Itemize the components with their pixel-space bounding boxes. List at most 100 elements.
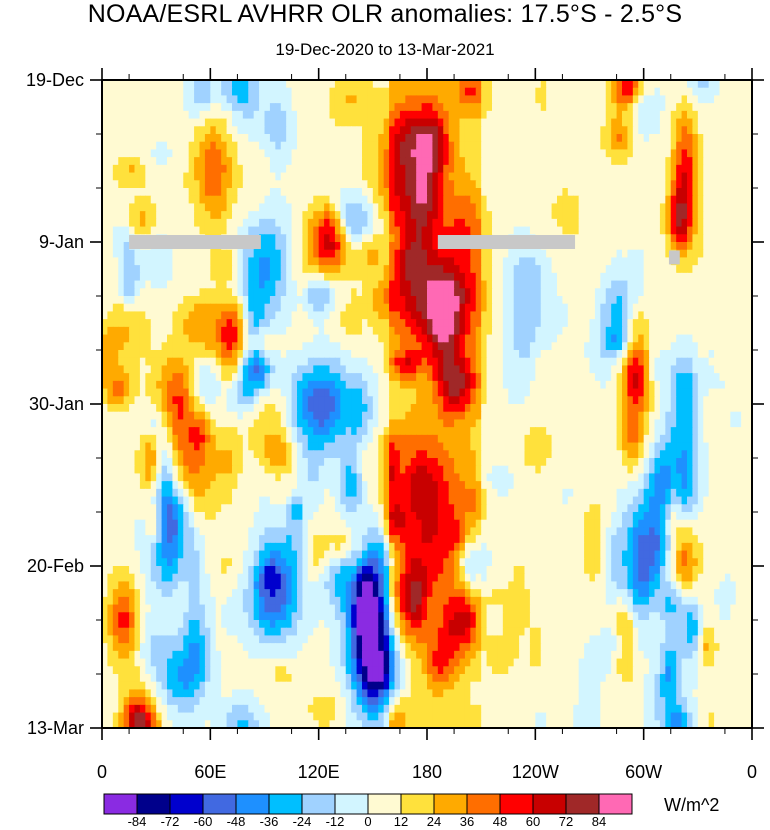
field-cell <box>540 188 547 197</box>
field-cell <box>134 103 141 112</box>
field-cell <box>432 172 439 181</box>
field-cell <box>616 280 623 289</box>
field-cell <box>291 296 298 305</box>
field-cell <box>632 357 639 367</box>
field-cell <box>486 126 493 135</box>
field-cell <box>302 280 309 289</box>
field-cell <box>578 326 585 336</box>
field-cell <box>389 149 396 158</box>
field-cell <box>286 141 293 151</box>
field-cell <box>394 95 401 104</box>
field-cell <box>226 311 233 320</box>
field-cell <box>280 242 287 251</box>
field-cell <box>112 110 119 120</box>
field-cell <box>221 188 228 197</box>
field-cell <box>654 380 661 390</box>
field-cell <box>297 80 304 89</box>
field-cell <box>237 103 244 112</box>
field-cell <box>416 126 423 135</box>
field-cell <box>584 211 591 220</box>
field-cell <box>659 242 666 251</box>
field-cell <box>107 164 114 174</box>
field-cell <box>210 87 217 97</box>
field-cell <box>161 141 168 151</box>
field-cell <box>697 211 704 220</box>
field-cell <box>492 319 499 328</box>
field-cell <box>714 157 721 166</box>
field-cell <box>427 396 434 405</box>
field-cell <box>502 265 509 274</box>
field-cell <box>481 365 488 374</box>
field-cell <box>188 95 195 104</box>
field-cell <box>269 126 276 135</box>
field-cell <box>741 326 748 336</box>
field-cell <box>345 188 352 197</box>
field-cell <box>529 80 536 89</box>
field-cell <box>378 164 385 174</box>
field-cell <box>670 141 677 151</box>
field-cell <box>416 195 423 205</box>
field-cell <box>329 157 336 166</box>
field-cell <box>632 110 639 120</box>
field-cell <box>194 218 201 228</box>
field-cell <box>481 396 488 405</box>
field-cell <box>150 280 157 289</box>
field-cell <box>226 118 233 127</box>
field-cell <box>264 319 271 328</box>
field-cell <box>524 80 531 89</box>
field-cell <box>248 396 255 405</box>
field-cell <box>123 180 130 189</box>
field-cell <box>188 164 195 174</box>
field-cell <box>578 218 585 228</box>
field-cell <box>643 342 650 351</box>
field-cell <box>172 380 179 390</box>
field-cell <box>150 357 157 367</box>
field-cell <box>372 296 379 305</box>
field-cell <box>221 134 228 143</box>
field-cell <box>529 226 536 235</box>
field-cell <box>313 188 320 197</box>
field-cell <box>448 365 455 374</box>
field-cell <box>307 265 314 274</box>
field-cell <box>334 396 341 405</box>
field-cell <box>557 141 564 151</box>
field-cell <box>362 272 369 282</box>
field-cell <box>676 134 683 143</box>
field-cell <box>399 334 406 343</box>
field-cell <box>410 242 417 251</box>
field-cell <box>454 87 461 97</box>
field-cell <box>286 311 293 320</box>
field-cell <box>562 249 569 259</box>
field-cell <box>210 311 217 320</box>
field-cell <box>107 203 114 212</box>
field-cell <box>253 80 260 89</box>
field-cell <box>714 350 721 359</box>
field-cell <box>102 80 109 89</box>
field-cell <box>497 149 504 158</box>
field-cell <box>318 311 325 320</box>
field-cell <box>432 180 439 189</box>
field-cell <box>351 234 358 243</box>
field-cell <box>703 257 710 266</box>
field-cell <box>362 342 369 351</box>
field-cell <box>394 203 401 212</box>
field-cell <box>118 118 125 127</box>
field-cell <box>248 272 255 282</box>
field-cell <box>134 288 141 297</box>
field-cell <box>264 195 271 205</box>
field-cell <box>318 110 325 120</box>
field-cell <box>410 157 417 166</box>
field-cell <box>351 350 358 359</box>
field-cell <box>383 265 390 274</box>
field-cell <box>692 226 699 235</box>
field-cell <box>616 334 623 343</box>
field-cell <box>107 319 114 328</box>
field-cell <box>513 365 520 374</box>
field-cell <box>481 141 488 151</box>
field-cell <box>156 195 163 205</box>
field-cell <box>708 180 715 189</box>
field-cell <box>481 280 488 289</box>
field-cell <box>692 157 699 166</box>
field-cell <box>259 334 266 343</box>
field-cell <box>546 218 553 228</box>
